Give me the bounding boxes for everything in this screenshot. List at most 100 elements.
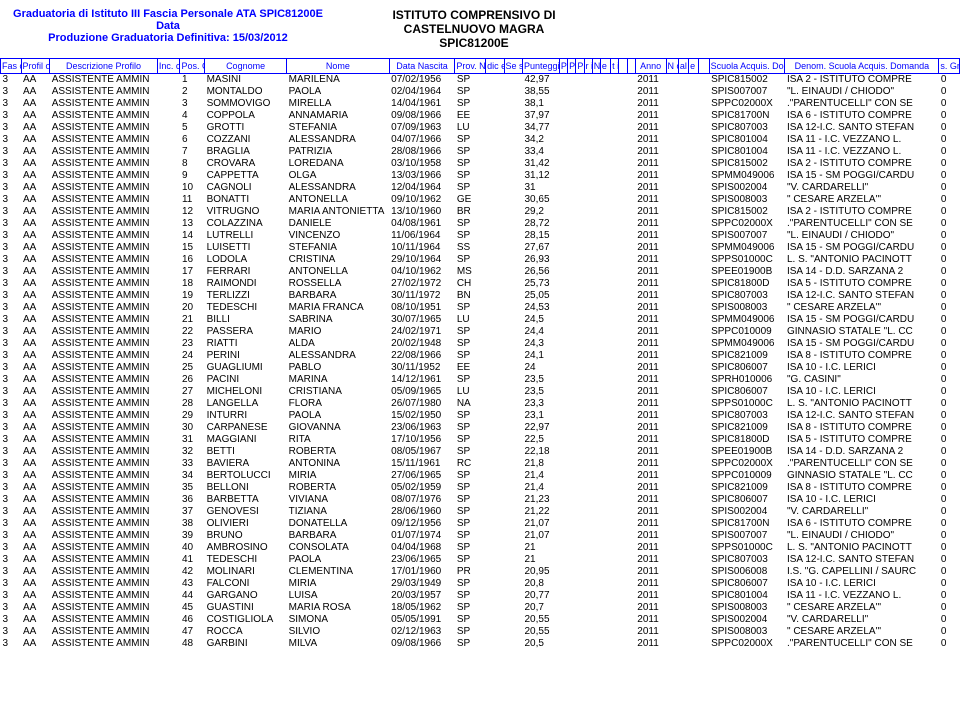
cell-last: 0 bbox=[939, 362, 960, 374]
table-row: 3AAASSISTENTE AMMIN42MOLINARICLEMENTINA1… bbox=[1, 566, 960, 578]
cell-scuola: SPPC02000X bbox=[709, 638, 785, 650]
cell-dic bbox=[486, 422, 504, 434]
table-row: 3AAASSISTENTE AMMIN24PERINIALESSANDRA22/… bbox=[1, 350, 960, 362]
cell-scuola: SPEE01900B bbox=[709, 446, 785, 458]
cell-punt: 20,55 bbox=[522, 626, 559, 638]
cell-fascia: 3 bbox=[1, 74, 22, 87]
cell-desc: ASSISTENTE AMMIN bbox=[50, 182, 158, 194]
cell-last: 0 bbox=[939, 98, 960, 110]
th-scuola: Scuola Acquis. Domanda bbox=[709, 59, 785, 74]
cell-pos: 3 bbox=[180, 98, 205, 110]
cell-cognome: RAIMONDI bbox=[205, 278, 287, 290]
cell-desc: ASSISTENTE AMMIN bbox=[50, 614, 158, 626]
cell-anno: 2011 bbox=[635, 278, 666, 290]
table-row: 3AAASSISTENTE AMMIN2MONTALDOPAOLA02/04/1… bbox=[1, 86, 960, 98]
cell-fascia: 3 bbox=[1, 278, 22, 290]
cell-profilo: AA bbox=[21, 614, 50, 626]
cell-denom: ."PARENTUCELLI" CON SE bbox=[785, 218, 939, 230]
cell-desc: ASSISTENTE AMMIN bbox=[50, 494, 158, 506]
cell-anno: 2011 bbox=[635, 434, 666, 446]
cell-dic bbox=[486, 86, 504, 98]
th-pr4: r i f f. bbox=[584, 59, 592, 74]
cell-fascia: 3 bbox=[1, 566, 22, 578]
cell-pos: 7 bbox=[180, 146, 205, 158]
cell-prov: SP bbox=[455, 134, 486, 146]
cell-anno: 2011 bbox=[635, 350, 666, 362]
cell-last: 0 bbox=[939, 158, 960, 170]
cell-prov: SP bbox=[455, 338, 486, 350]
cell-sesso bbox=[504, 218, 522, 230]
header-right: ISTITUTO COMPRENSIVO DI CASTELNUOVO MAGR… bbox=[336, 0, 612, 58]
cell-scuola: SPIC821009 bbox=[709, 422, 785, 434]
cell-scuola: SPPS01000C bbox=[709, 542, 785, 554]
cell-sesso bbox=[504, 638, 522, 650]
cell-fascia: 3 bbox=[1, 314, 22, 326]
cell-anno: 2011 bbox=[635, 518, 666, 530]
cell-punt: 20,7 bbox=[522, 602, 559, 614]
cell-fascia: 3 bbox=[1, 86, 22, 98]
cell-fascia: 3 bbox=[1, 374, 22, 386]
cell-inc bbox=[157, 86, 180, 98]
cell-scuola: SPIS002004 bbox=[709, 506, 785, 518]
cell-desc: ASSISTENTE AMMIN bbox=[50, 458, 158, 470]
cell-nascita: 12/04/1964 bbox=[389, 182, 455, 194]
cell-scuola: SPIS007007 bbox=[709, 86, 785, 98]
cell-profilo: AA bbox=[21, 362, 50, 374]
cell-dic bbox=[486, 266, 504, 278]
cell-sesso bbox=[504, 398, 522, 410]
cell-fascia: 3 bbox=[1, 386, 22, 398]
cell-pos: 20 bbox=[180, 302, 205, 314]
cell-desc: ASSISTENTE AMMIN bbox=[50, 410, 158, 422]
cell-scuola: SPIS006008 bbox=[709, 566, 785, 578]
cell-anno: 2011 bbox=[635, 530, 666, 542]
cell-fascia: 3 bbox=[1, 518, 22, 530]
cell-cognome: MASINI bbox=[205, 74, 287, 87]
cell-denom: " CESARE ARZELA'" bbox=[785, 194, 939, 206]
th-ti: t i t l e bbox=[611, 59, 619, 74]
cell-sesso bbox=[504, 602, 522, 614]
table-row: 3AAASSISTENTE AMMIN27MICHELONICRISTIANA0… bbox=[1, 386, 960, 398]
cell-dic bbox=[486, 506, 504, 518]
cell-punt: 23,5 bbox=[522, 386, 559, 398]
cell-cognome: COLAZZINA bbox=[205, 218, 287, 230]
cell-inc bbox=[157, 590, 180, 602]
cell-inc bbox=[157, 170, 180, 182]
cell-punt: 26,56 bbox=[522, 266, 559, 278]
th-anno: Anno bbox=[635, 59, 666, 74]
cell-scuola: SPPC02000X bbox=[709, 218, 785, 230]
th-prov: Prov. Nascit a bbox=[455, 59, 486, 74]
cell-sesso bbox=[504, 434, 522, 446]
cell-prov: SP bbox=[455, 590, 486, 602]
cell-prov: CH bbox=[455, 278, 486, 290]
cell-fascia: 3 bbox=[1, 98, 22, 110]
cell-prov: BR bbox=[455, 206, 486, 218]
cell-desc: ASSISTENTE AMMIN bbox=[50, 398, 158, 410]
cell-sesso bbox=[504, 170, 522, 182]
cell-inc bbox=[157, 410, 180, 422]
th-blank1 bbox=[619, 59, 627, 74]
cell-desc: ASSISTENTE AMMIN bbox=[50, 566, 158, 578]
cell-punt: 26,93 bbox=[522, 254, 559, 266]
cell-sesso bbox=[504, 134, 522, 146]
cell-profilo: AA bbox=[21, 554, 50, 566]
cell-cognome: MONTALDO bbox=[205, 86, 287, 98]
cell-anno: 2011 bbox=[635, 626, 666, 638]
cell-nome: MARIO bbox=[287, 326, 390, 338]
cell-inc bbox=[157, 614, 180, 626]
cell-nome: PAOLA bbox=[287, 410, 390, 422]
cell-pos: 33 bbox=[180, 458, 205, 470]
cell-punt: 24,5 bbox=[522, 314, 559, 326]
cell-profilo: AA bbox=[21, 110, 50, 122]
cell-denom: ISA 12-I.C. SANTO STEFAN bbox=[785, 554, 939, 566]
th-dic: dic e Fis cal bbox=[486, 59, 504, 74]
th-denom: Denom. Scuola Acquis. Domanda bbox=[785, 59, 939, 74]
cell-denom: "V. CARDARELLI" bbox=[785, 506, 939, 518]
cell-anno: 2011 bbox=[635, 362, 666, 374]
cell-profilo: AA bbox=[21, 266, 50, 278]
cell-anno: 2011 bbox=[635, 554, 666, 566]
cell-cognome: INTURRI bbox=[205, 410, 287, 422]
table-row: 3AAASSISTENTE AMMIN5GROTTISTEFANIA07/09/… bbox=[1, 122, 960, 134]
cell-sesso bbox=[504, 350, 522, 362]
cell-last: 0 bbox=[939, 494, 960, 506]
cell-dic bbox=[486, 146, 504, 158]
